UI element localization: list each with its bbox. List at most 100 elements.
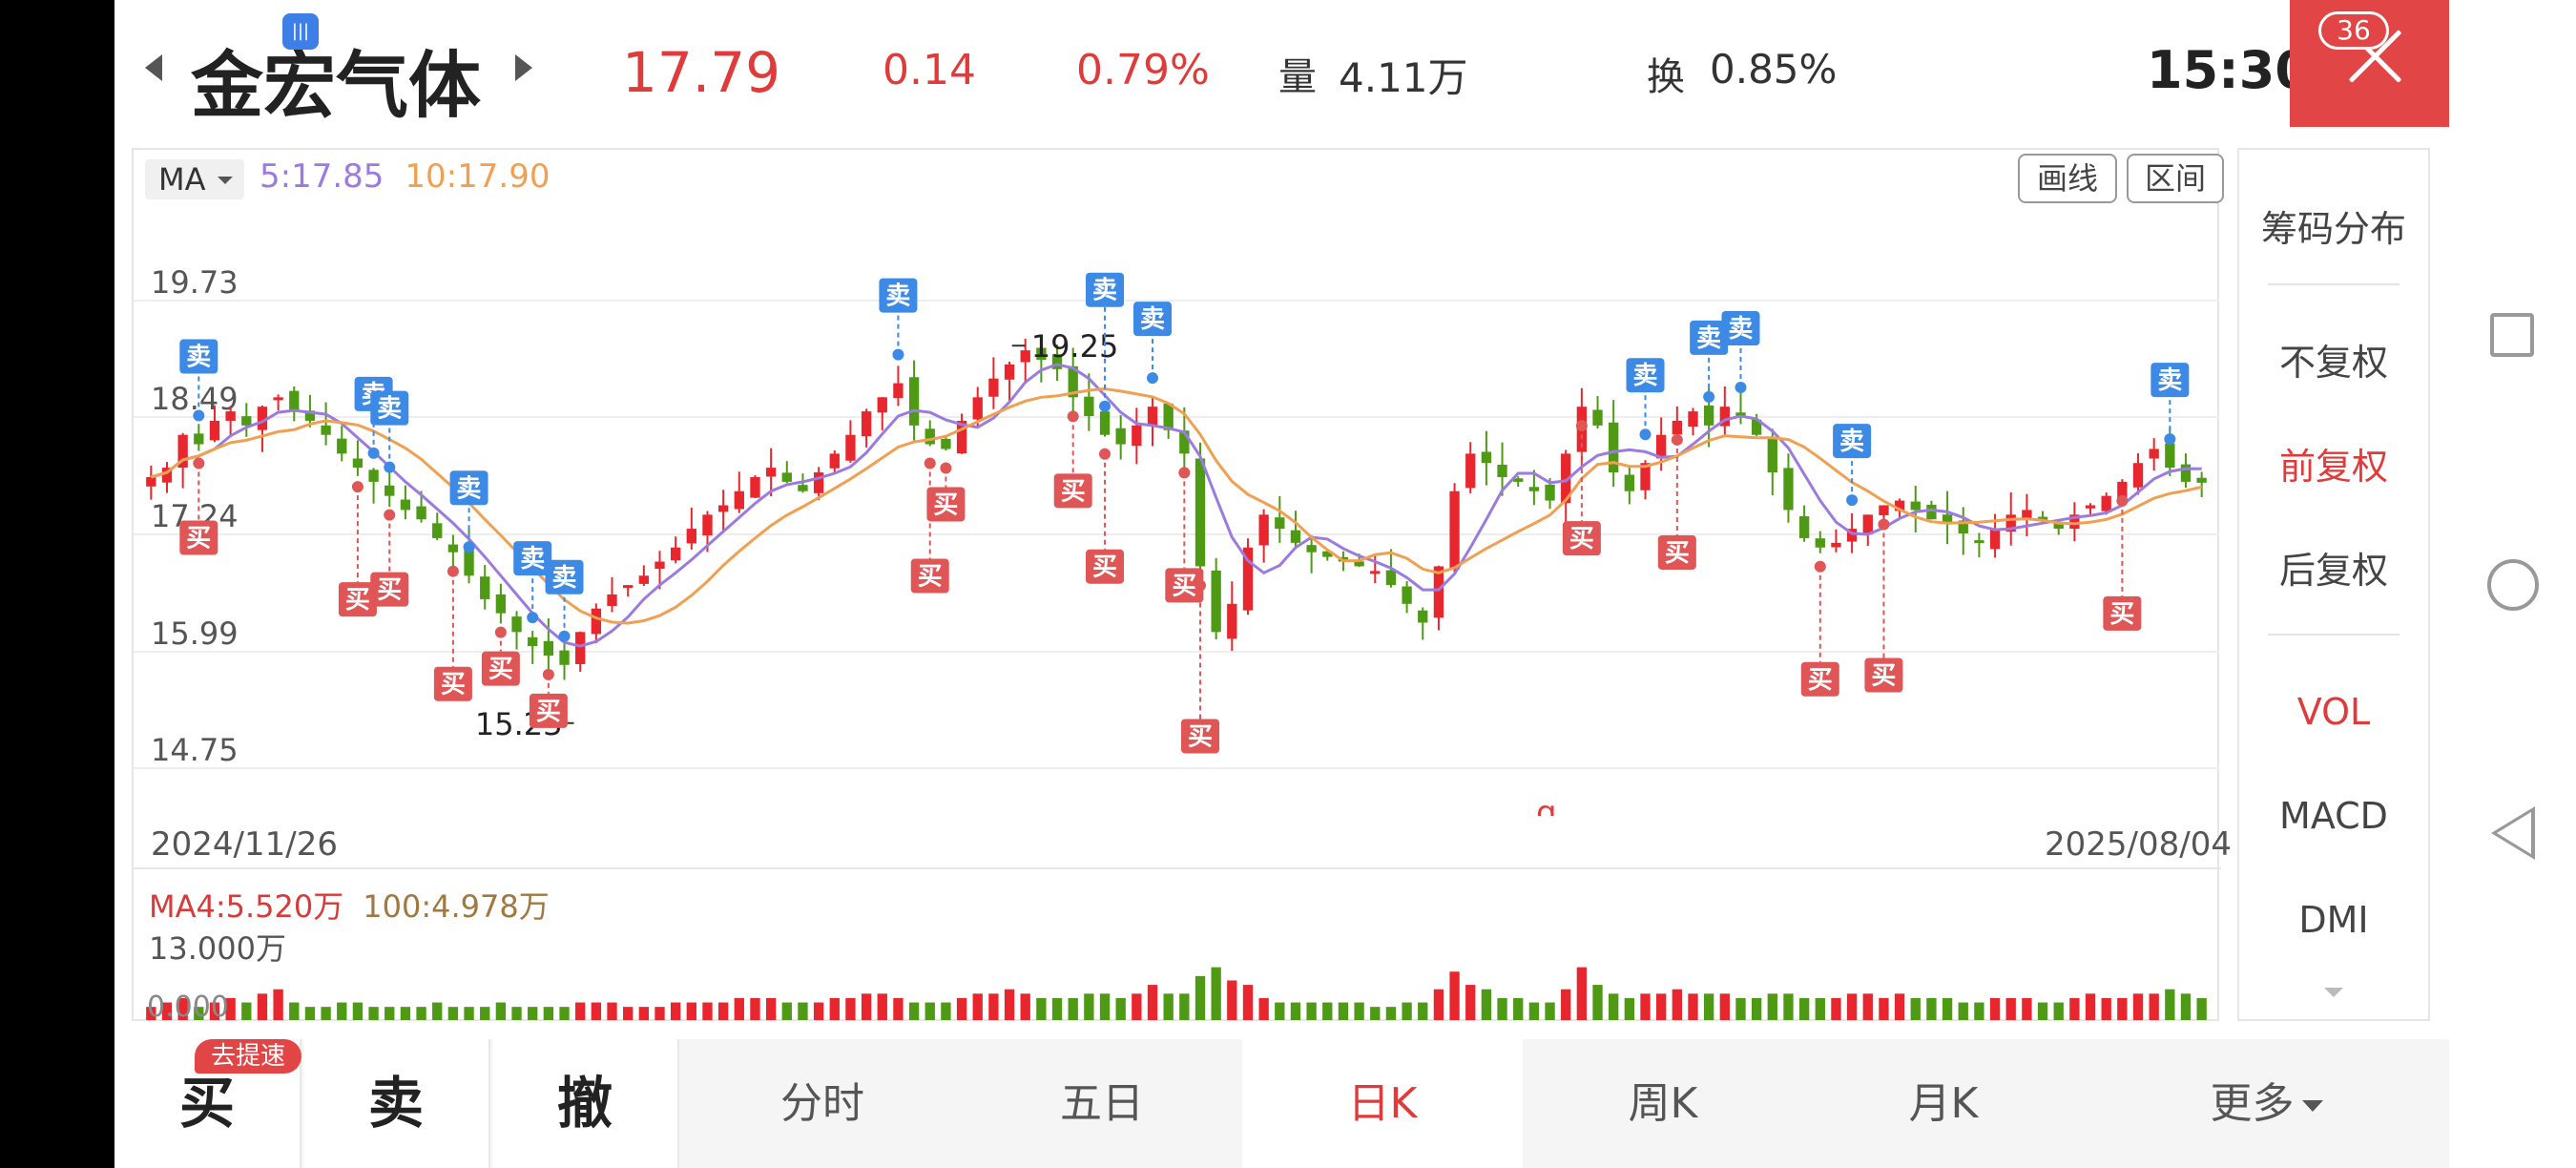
notification-count-badge: 36 [2318,11,2389,50]
buy-signal-label: 买 [536,698,561,726]
volume-bar [1449,971,1460,1020]
candle-body [2069,514,2080,530]
turnover-value: 0.85% [1710,46,1838,93]
tab-five-day[interactable]: 五日 [1060,1079,1144,1128]
side-divider [2268,283,2399,285]
sell-signal-badge [449,470,488,506]
recent-apps-icon[interactable] [2490,313,2534,357]
signal-dot [193,409,205,422]
candle-body [2037,516,2048,520]
back-icon[interactable] [2491,806,2535,860]
buy-signal-label: 买 [933,490,958,519]
volume-bars[interactable]: 0.000 [134,963,2219,1020]
tab-monthly-k[interactable]: 月K [1908,1079,1979,1128]
candle-body [2165,443,2175,469]
sell-signal-badge [1690,320,1729,355]
volume-bar [2053,1002,2064,1020]
candlestick-plot[interactable]: 19.7318.4917.2415.9914.7519.2515.23q买卖卖卖… [134,205,2219,816]
y-tick-label: 18.49 [151,381,239,417]
candle-body [416,506,426,520]
tab-intraday[interactable]: 分时 [780,1079,864,1128]
range-button[interactable]: 区间 [2127,154,2224,203]
buy-button[interactable]: 买 去提速 [114,1039,301,1168]
ma-dropdown[interactable]: MA [145,159,244,199]
candle-body [368,469,379,482]
candle-body [813,472,824,493]
speed-up-badge[interactable]: 去提速 [195,1039,301,1074]
volume-bar [2132,993,2144,1020]
tab-more[interactable]: 更多 [2084,1039,2449,1168]
volume-bar [464,1007,474,1020]
candle-body [845,434,856,461]
candle-body [2085,505,2096,509]
volume-bar [1163,993,1174,1020]
candle-body [1688,411,1698,428]
next-stock-arrow-icon[interactable] [515,54,532,81]
volume-bar [1561,989,1571,1020]
forward-adjust-button[interactable]: 前复权 [2278,446,2388,488]
volume-bar [400,1007,411,1020]
buy-signal-label: 买 [488,656,513,684]
sell-signal-badge [1721,311,1760,346]
draw-line-button[interactable]: 画线 [2018,154,2117,203]
volume-bar [1609,993,1619,1020]
close-button[interactable]: 36 [2290,0,2449,127]
volume-bar [956,997,967,1020]
more-indicators-icon[interactable] [2324,988,2343,997]
volume-bar [908,1002,920,1020]
volume-bar [734,997,744,1020]
candle-body [1290,530,1301,543]
candle-body [1862,514,1873,535]
candle-body [1703,405,1714,426]
candle-body [1227,603,1237,639]
buy-signal-label: 买 [918,563,943,592]
candle-body [1846,529,1858,542]
volume-bar [591,1002,602,1020]
macd-indicator-button[interactable]: MACD [2279,795,2388,837]
home-icon[interactable] [2487,559,2539,611]
no-adjust-button[interactable]: 不复权 [2278,342,2388,384]
voice-icon[interactable]: ||| [282,13,319,50]
volume-bar [225,997,236,1020]
sell-signal-badge [179,339,218,374]
sell-signal-label: 卖 [186,344,211,372]
volume-bar [1290,1002,1301,1020]
signal-dot [384,509,396,521]
candle-body [2132,463,2144,488]
candle-body [2117,481,2128,499]
candle-body [924,428,935,445]
tab-more-label: 更多 [2210,1079,2295,1128]
dmi-indicator-button[interactable]: DMI [2298,899,2369,941]
buy-signal-badge [1053,473,1092,509]
candle-body [702,514,713,536]
candle-body [1640,463,1651,490]
candle-body [988,378,999,397]
tab-weekly-k[interactable]: 周K [1628,1079,1698,1128]
cancel-order-button[interactable]: 撤 [492,1039,679,1168]
volume-bar [2149,993,2159,1020]
sell-button[interactable]: 卖 [303,1039,490,1168]
volume-label: 量 [1278,55,1317,99]
volume-bar [2037,1002,2048,1020]
volume-bar [1020,993,1030,1020]
buy-signal-label: 买 [377,576,402,605]
candle-body [1195,458,1206,567]
prev-stock-arrow-icon[interactable] [145,54,162,81]
sell-signal-label: 卖 [377,395,402,424]
chip-distribution-button[interactable]: 筹码分布 [2260,208,2406,250]
buy-signal-badge [433,666,472,701]
candle-body [241,416,252,426]
candle-body [2005,514,2016,532]
candle-body [1179,430,1190,454]
candle-body [1592,409,1603,426]
candle-body [1084,396,1094,417]
tab-daily-k[interactable]: 日K [1242,1039,1523,1168]
backward-adjust-button[interactable]: 后复权 [2278,550,2388,592]
candle-body [717,505,729,512]
buy-signal-badge [1180,719,1219,754]
volume-bar [1051,997,1063,1020]
vol-indicator-button[interactable]: VOL [2296,691,2371,733]
kline-chart[interactable]: MA 5:17.85 10:17.90 画线 区间 19.73 18.49 17.24… [132,148,2232,1021]
candle-body [400,499,411,511]
ma10-line [150,386,2203,625]
